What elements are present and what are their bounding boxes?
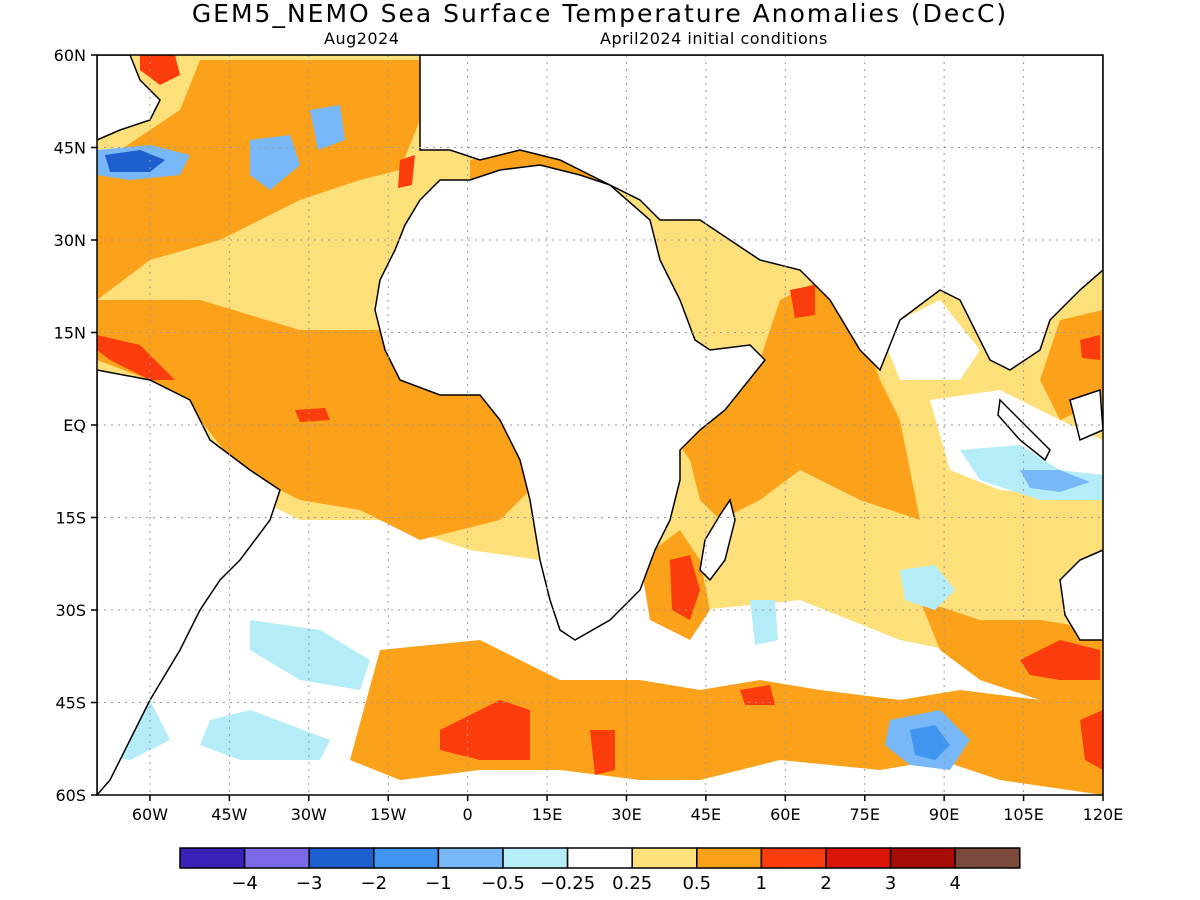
strong-warm-anomaly-regions: [97, 55, 1103, 775]
north-america-landmass: [97, 55, 161, 141]
colorbar-label: −0.5: [481, 873, 525, 894]
colorbar: −4 −3 −2 −1 −0.5 −0.25 0.25 0.5 1 2 3 4: [179, 847, 1021, 894]
forecast-month-label: Aug2024: [324, 29, 400, 48]
lat-tick-label: 30N: [54, 231, 86, 250]
africa-landmass: [374, 164, 767, 641]
lon-tick-label: 15E: [532, 805, 562, 824]
lat-tick-label: 45N: [54, 139, 86, 158]
colorbar-swatch: [308, 847, 375, 869]
colorbar-swatch: [243, 847, 310, 869]
lon-tick-label: 60W: [132, 805, 168, 824]
colorbar-swatch: [760, 847, 827, 869]
colorbar-label: −0.25: [540, 873, 595, 894]
lon-tick-label: 75E: [850, 805, 880, 824]
lon-tick-label: 30W: [291, 805, 327, 824]
lon-tick-label: 120E: [1083, 805, 1124, 824]
colorbar-label: 2: [820, 873, 831, 894]
colorbar-label: 0.25: [612, 873, 652, 894]
lon-tick-label: 15W: [370, 805, 406, 824]
colorbar-swatch: [566, 847, 633, 869]
land-masses: [97, 55, 1103, 795]
colorbar-label: 4: [949, 873, 960, 894]
colorbar-label: 0.5: [682, 873, 711, 894]
australia-landmass: [1059, 549, 1103, 641]
colorbar-label: −3: [296, 873, 323, 894]
colorbar-swatch: [179, 847, 246, 869]
lon-tick-label: 105E: [1003, 805, 1044, 824]
lon-tick-label: 0: [463, 805, 473, 824]
south-america-landmass: [97, 369, 281, 795]
lat-tick-label: 30S: [55, 601, 86, 620]
lon-tick-label: 30E: [611, 805, 641, 824]
madagascar-landmass: [699, 498, 736, 582]
lat-tick-label: 15S: [55, 509, 86, 528]
colorbar-swatch: [502, 847, 569, 869]
borneo-island: [1069, 388, 1103, 442]
graticule: [97, 55, 1103, 795]
map-axes: 60W 45W 30W 15W 0 15E 30E 45E 60E 75E 90E 105E 120E 6…: [54, 46, 1124, 824]
lat-tick-label: 45S: [55, 694, 86, 713]
colorbar-swatch: [631, 847, 698, 869]
colorbar-swatch: [437, 847, 504, 869]
lat-tick-label: 60N: [54, 46, 86, 65]
colorbar-label: 3: [885, 873, 896, 894]
colorbar-swatch: [889, 847, 956, 869]
lat-tick-label: 60S: [55, 786, 86, 805]
lon-tick-label: 60E: [770, 805, 800, 824]
colorbar-label: −4: [231, 873, 258, 894]
anomaly-field: [97, 55, 1103, 795]
colorbar-label: −2: [361, 873, 388, 894]
sumatra-island: [997, 398, 1051, 462]
colorbar-label: −1: [425, 873, 452, 894]
colorbar-label: 1: [756, 873, 767, 894]
initial-conditions-label: April2024 initial conditions: [600, 29, 828, 48]
colorbar-swatch: [373, 847, 440, 869]
colorbar-swatch: [954, 847, 1021, 869]
colorbar-swatch: [696, 847, 763, 869]
lon-tick-label: 45E: [691, 805, 721, 824]
colorbar-swatch: [825, 847, 892, 869]
eurasia-landmass: [419, 55, 1103, 372]
lon-tick-label: 45W: [211, 805, 247, 824]
map-title: GEM5_NEMO Sea Surface Temperature Anomal…: [191, 0, 1009, 28]
lon-tick-label: 90E: [929, 805, 959, 824]
lat-tick-label: EQ: [63, 416, 86, 435]
lat-tick-label: 15N: [54, 324, 86, 343]
